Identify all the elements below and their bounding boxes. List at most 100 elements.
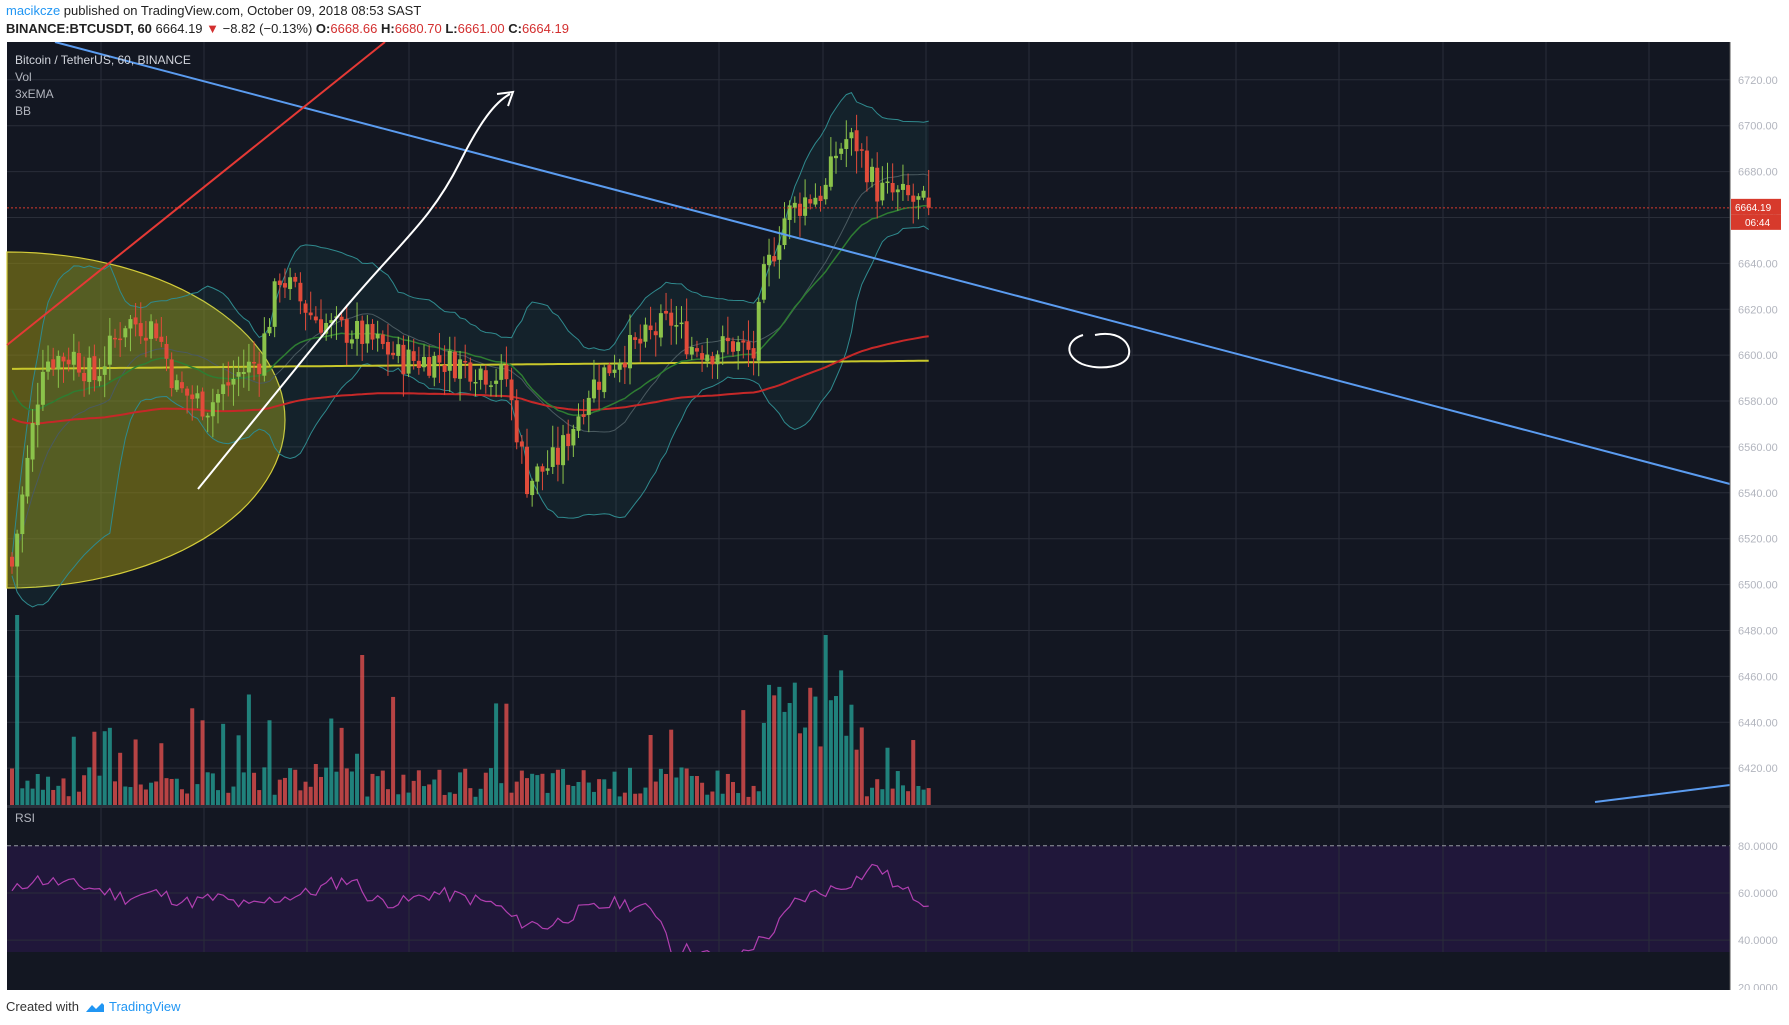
volume-bar xyxy=(159,743,164,805)
candle-body xyxy=(761,264,766,300)
candle-body xyxy=(30,423,35,460)
volume-bar xyxy=(684,768,689,805)
volume-bar xyxy=(916,785,921,805)
candle-body xyxy=(205,415,210,418)
volume-bar xyxy=(509,792,514,805)
chart-canvas[interactable]: 12:00512:00612:00712:00812:00912:001012:… xyxy=(0,42,1789,990)
candle-body xyxy=(746,341,751,350)
volume-bar xyxy=(349,771,354,805)
price-change: −8.82 (−0.13%) xyxy=(222,21,313,36)
candle-body xyxy=(159,336,164,342)
volume-bar xyxy=(900,785,905,805)
candle-body xyxy=(97,376,102,382)
volume-bar xyxy=(149,782,154,805)
volume-bar xyxy=(731,782,735,805)
candle-body xyxy=(834,155,838,159)
candle-body xyxy=(66,359,71,365)
volume-bar xyxy=(66,796,71,805)
volume-bar xyxy=(267,720,272,805)
volume-bar xyxy=(519,770,524,805)
open-label: O: xyxy=(315,21,331,36)
candle-body xyxy=(648,325,653,331)
candle-body xyxy=(293,276,298,282)
volume-bar xyxy=(76,791,81,805)
candle-body xyxy=(751,348,756,359)
user-drawings[interactable] xyxy=(6,42,1731,803)
candle-body xyxy=(427,357,432,376)
candle-body xyxy=(216,394,220,403)
candle-body xyxy=(406,349,411,374)
volume-bar xyxy=(741,710,746,805)
volume-bar xyxy=(51,789,56,805)
close-value: 6664.19 xyxy=(521,21,569,36)
chart-container[interactable]: 12:00512:00612:00712:00812:00912:001012:… xyxy=(0,42,1789,990)
candle-body xyxy=(803,197,808,216)
candle-body xyxy=(375,333,380,339)
volume-bar xyxy=(164,778,169,805)
candle-body xyxy=(128,319,133,329)
candle-body xyxy=(900,183,905,190)
current-price-tag-text: 6664.19 xyxy=(1735,203,1772,214)
volume-bar xyxy=(803,727,808,805)
author-link[interactable]: macikcze xyxy=(6,3,61,18)
candle-body xyxy=(252,361,257,364)
candle-body xyxy=(463,360,468,363)
candle-body xyxy=(628,334,632,369)
candle-body xyxy=(35,404,40,426)
candle-body xyxy=(689,346,694,355)
candle-body xyxy=(396,344,401,356)
candle-body xyxy=(143,337,148,341)
candle-body xyxy=(40,371,45,405)
volume-bar xyxy=(385,789,390,805)
candle-body xyxy=(555,447,560,465)
candle-body xyxy=(272,281,277,327)
candle-body xyxy=(442,364,447,372)
volume-bar xyxy=(355,753,360,805)
candle-body xyxy=(56,355,61,370)
bb-fill xyxy=(12,92,929,607)
volume-bar xyxy=(926,788,931,805)
legend-item-ema[interactable]: 3xEMA xyxy=(15,87,54,101)
candle-body xyxy=(890,182,895,193)
volume-bar xyxy=(416,770,421,805)
candle-body xyxy=(684,321,689,355)
volume-bar xyxy=(478,788,483,805)
volume-bar xyxy=(360,655,365,805)
candle-body xyxy=(844,139,849,150)
tradingview-link[interactable]: TradingView xyxy=(108,999,181,1014)
volume-bar xyxy=(246,694,251,805)
candle-body xyxy=(875,167,880,202)
rsi-label[interactable]: RSI xyxy=(15,811,35,825)
candle-body xyxy=(478,368,483,380)
candle-body xyxy=(741,340,746,343)
volume-bar xyxy=(46,776,51,805)
candle-body xyxy=(319,319,323,333)
candle-body xyxy=(859,149,864,151)
candle-body xyxy=(164,343,169,359)
candle-body xyxy=(380,334,385,344)
volume-bar xyxy=(571,786,576,805)
volume-bar xyxy=(10,768,14,805)
volume-bar xyxy=(30,788,35,805)
volume-bar xyxy=(190,708,195,805)
legend-item-vol[interactable]: Vol xyxy=(15,70,32,84)
candle-body xyxy=(61,356,66,362)
volume-bar xyxy=(200,720,205,805)
candle-body xyxy=(679,322,684,325)
candle-body xyxy=(571,428,576,446)
candle-body xyxy=(370,323,375,340)
legend-item-bb[interactable]: BB xyxy=(15,104,31,118)
volume-bar xyxy=(880,789,885,805)
volume-bar xyxy=(365,796,370,805)
volume-bar xyxy=(442,794,447,805)
volume-bar xyxy=(329,718,334,805)
candle-body xyxy=(669,312,674,326)
countdown-tag-text: 06:44 xyxy=(1745,218,1770,229)
volume-bar xyxy=(525,778,529,805)
volume-bar xyxy=(823,635,828,805)
volume-bar xyxy=(174,778,179,805)
ellipse-drawing[interactable] xyxy=(6,251,286,589)
candle-body xyxy=(246,361,251,373)
candle-body xyxy=(102,366,107,375)
volume-bar xyxy=(756,791,761,805)
